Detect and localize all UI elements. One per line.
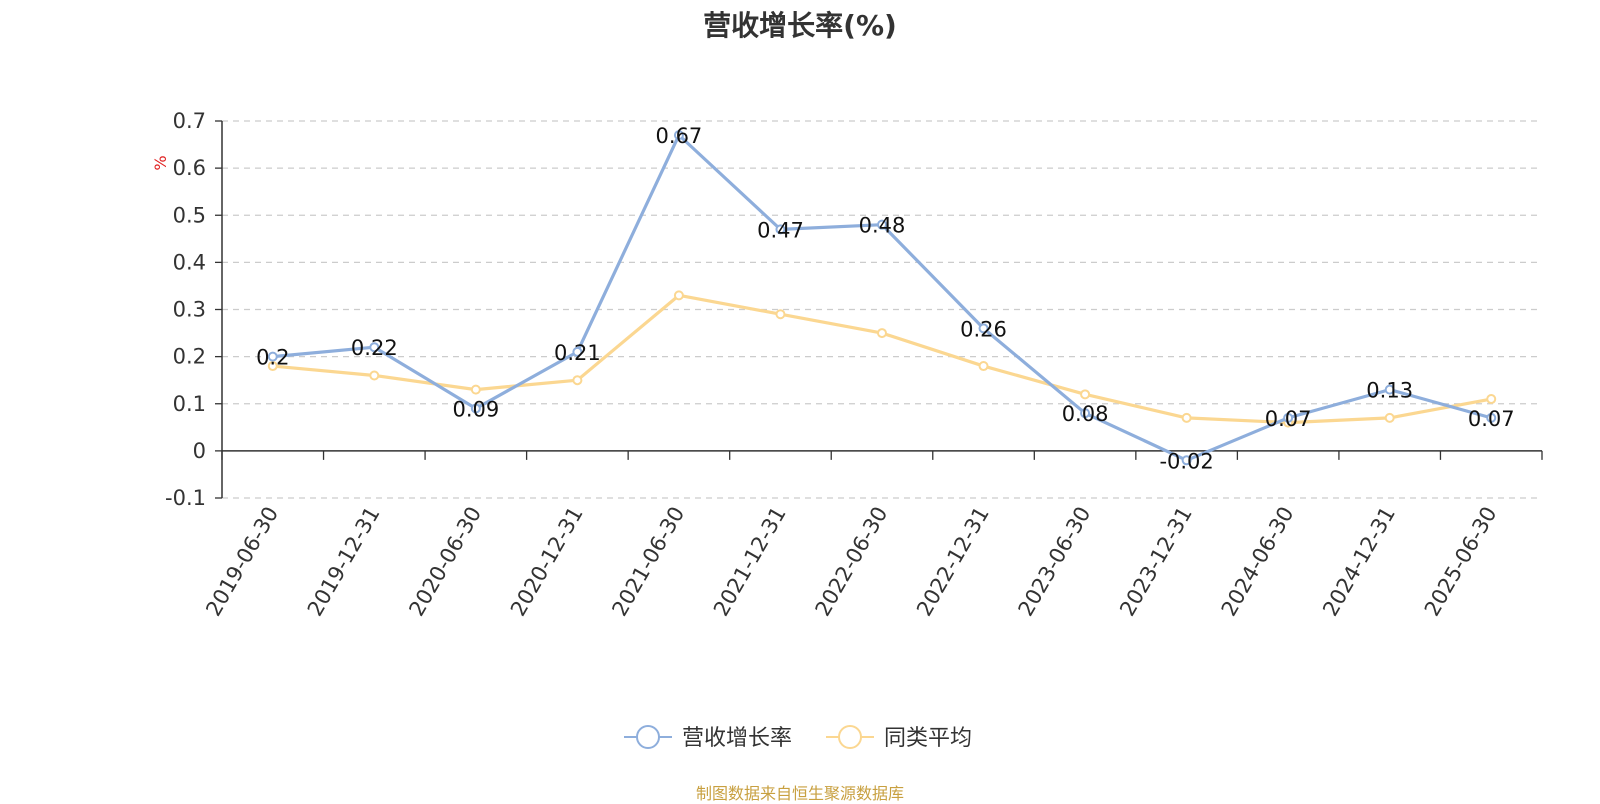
legend-marker-2[interactable] [838,725,862,749]
series-1-point[interactable] [1283,412,1294,423]
source-note: 制图数据来自恒生聚源数据库 [695,784,904,803]
series-2-point[interactable] [369,370,380,381]
series-lines [267,130,1497,466]
series-1-point[interactable] [470,403,481,414]
series-1-point[interactable] [572,346,583,357]
y-tick-label: 0.5 [173,203,206,227]
series-2-point[interactable] [1181,412,1192,423]
data-labels: 0.2 0.22 0.09 0.21 0.67 0.47 0.48 0.26 0.08 -0.02… [256,124,1515,473]
series-2-point[interactable] [1080,389,1091,400]
x-tick-label: 2021-12-31 [709,503,791,621]
data-label: 0.26 [960,317,1007,341]
y-tick-label: 0.3 [173,298,206,322]
series-2-point[interactable] [267,361,278,372]
series-2-point[interactable] [1486,394,1497,405]
grid-lines [222,120,1542,499]
legend-marker-1[interactable] [636,725,660,749]
data-label: -0.02 [1159,449,1213,473]
y-tick-label: 0.7 [173,109,206,133]
x-tick-label: 2022-12-31 [912,503,994,621]
data-label: 0.48 [859,214,906,238]
data-label: 0.2 [256,346,289,370]
data-label: 0.47 [757,218,804,242]
data-label: 0.07 [1468,407,1515,431]
series-2-point[interactable] [572,375,583,386]
y-tick-label: 0.6 [173,156,206,180]
y-tick-label: -0.1 [165,486,206,510]
series-1-point[interactable] [877,219,887,230]
data-label: 0.09 [452,397,499,421]
series-1-point[interactable] [1486,412,1497,423]
x-tick-label: 2023-06-30 [1014,503,1096,621]
x-tick-label: 2023-12-31 [1115,503,1197,621]
series-2-point[interactable] [877,328,887,339]
series-1-point[interactable] [775,224,786,235]
series-2-point[interactable] [775,309,786,320]
series-1-point[interactable] [369,342,380,353]
series-2-point[interactable] [470,384,481,395]
x-tick-label: 2024-06-30 [1217,503,1299,621]
y-tick-label: 0 [193,439,206,463]
series-1-point[interactable] [978,323,989,334]
y-tick-label: 0.1 [173,392,206,416]
y-tick-label: 0.4 [173,250,206,274]
series-1-point[interactable] [1384,384,1395,395]
data-label: 0.07 [1265,407,1312,431]
legend-label-1[interactable]: 营收增长率 [682,726,792,751]
y-tick-label: 0.2 [173,345,206,369]
data-label: 0.13 [1366,379,1413,403]
x-tick-label: 2019-06-30 [201,503,283,621]
x-tick-label: 2022-06-30 [811,503,893,621]
x-tick-label: 2024-12-31 [1318,503,1400,621]
series-1-point[interactable] [267,351,278,362]
y-axis-unit: % [151,155,170,170]
data-label: 0.67 [656,124,703,148]
x-tick-label: 2025-06-30 [1420,503,1502,621]
data-label: 0.08 [1062,402,1109,426]
series-1-point[interactable] [1080,408,1091,419]
chart-title: 营收增长率(%) [703,9,897,42]
data-label: 0.22 [351,336,398,360]
series-2-point[interactable] [673,290,684,301]
legend[interactable]: 营收增长率 同类平均 [624,725,972,751]
legend-label-2[interactable]: 同类平均 [884,726,972,751]
x-tick-label: 2020-06-30 [404,503,486,621]
x-tick-label: 2021-06-30 [607,503,689,621]
series-1-point[interactable] [1181,455,1192,466]
data-label: 0.21 [554,341,601,365]
series-1-point[interactable] [673,130,684,141]
x-tick-label: 2020-12-31 [506,503,588,621]
x-tick-label: 2019-12-31 [303,503,385,621]
axes: -0.1 0 0.1 0.2 0.3 0.4 0.5 0.6 0.7 2019-06-30 2019… [151,109,1543,621]
series-2-point[interactable] [978,361,989,372]
series-2-point[interactable] [1384,412,1395,423]
